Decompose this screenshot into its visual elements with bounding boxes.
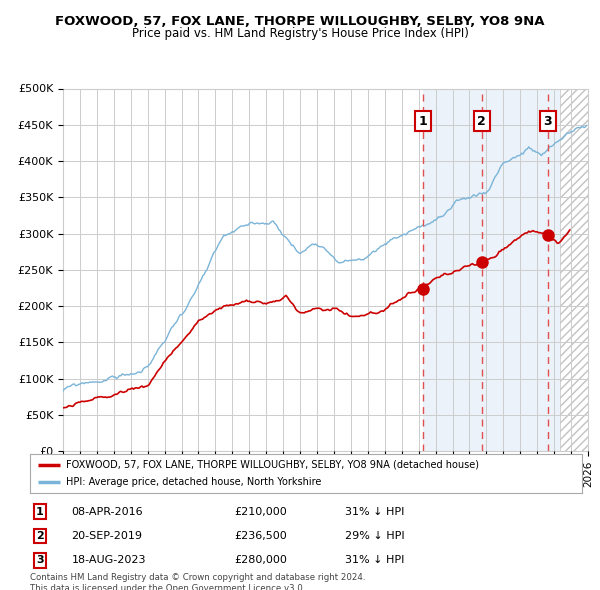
Text: 08-APR-2016: 08-APR-2016: [71, 507, 143, 517]
Text: £210,000: £210,000: [234, 507, 287, 517]
Text: 2: 2: [477, 114, 486, 127]
Text: 29% ↓ HPI: 29% ↓ HPI: [344, 531, 404, 541]
Text: Contains HM Land Registry data © Crown copyright and database right 2024.
This d: Contains HM Land Registry data © Crown c…: [30, 573, 365, 590]
Text: HPI: Average price, detached house, North Yorkshire: HPI: Average price, detached house, Nort…: [66, 477, 321, 487]
Text: £236,500: £236,500: [234, 531, 287, 541]
Text: £280,000: £280,000: [234, 555, 287, 565]
Bar: [560, 88, 588, 451]
Text: 31% ↓ HPI: 31% ↓ HPI: [344, 555, 404, 565]
Bar: [423, 88, 560, 451]
Text: 1: 1: [419, 114, 428, 127]
Text: 20-SEP-2019: 20-SEP-2019: [71, 531, 142, 541]
Text: FOXWOOD, 57, FOX LANE, THORPE WILLOUGHBY, SELBY, YO8 9NA (detached house): FOXWOOD, 57, FOX LANE, THORPE WILLOUGHBY…: [66, 460, 479, 470]
Text: FOXWOOD, 57, FOX LANE, THORPE WILLOUGHBY, SELBY, YO8 9NA: FOXWOOD, 57, FOX LANE, THORPE WILLOUGHBY…: [55, 15, 545, 28]
Text: 18-AUG-2023: 18-AUG-2023: [71, 555, 146, 565]
Text: 3: 3: [36, 555, 44, 565]
Text: 31% ↓ HPI: 31% ↓ HPI: [344, 507, 404, 517]
Text: Price paid vs. HM Land Registry's House Price Index (HPI): Price paid vs. HM Land Registry's House …: [131, 27, 469, 40]
Text: 3: 3: [544, 114, 552, 127]
Text: 2: 2: [36, 531, 44, 541]
Text: 1: 1: [36, 507, 44, 517]
